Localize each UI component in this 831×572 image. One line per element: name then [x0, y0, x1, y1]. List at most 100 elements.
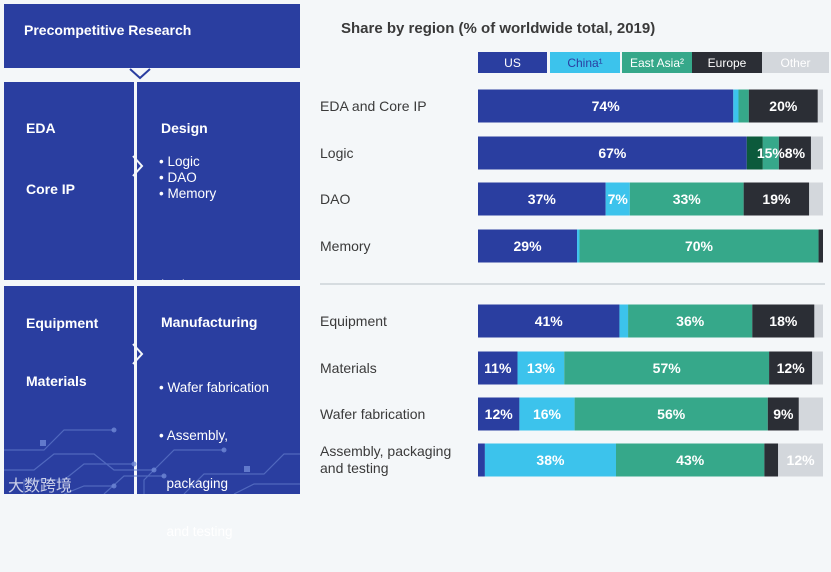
data-label: 57% — [653, 360, 682, 376]
bar-segment-china — [484, 443, 616, 477]
bar-segment-eastasia — [616, 443, 765, 477]
category-label: Logic — [320, 145, 353, 161]
mfg-item-packaging: packaging — [159, 476, 229, 491]
bar-segment-china — [619, 304, 629, 338]
bar-segment-europe — [752, 304, 815, 338]
bar-segment-china — [517, 351, 565, 385]
legend-label-0: US — [504, 56, 521, 70]
legend-label-3: Europe — [708, 56, 747, 70]
bar-segment-europe — [778, 136, 811, 170]
bar-segment-europe — [748, 89, 818, 123]
eda-core-ip-block: EDA Core IP — [4, 82, 134, 280]
data-label: 38% — [536, 452, 565, 468]
mfg-item-testing: and testing — [159, 524, 233, 539]
data-label: 8% — [785, 145, 806, 161]
category-label: Memory — [320, 238, 371, 254]
bar-segment-china — [605, 182, 630, 216]
data-label: 20% — [769, 98, 798, 114]
bar-segment-eastasia — [628, 304, 753, 338]
data-label: 19% — [762, 191, 791, 207]
chevron-right-icon — [132, 343, 144, 365]
legend-swatch-2 — [622, 52, 692, 73]
legend-swatch-3 — [692, 52, 762, 73]
design-label: Design — [161, 120, 208, 136]
precompetitive-research-block: Precompetitive Research — [4, 4, 300, 68]
data-label: 74% — [592, 98, 621, 114]
chart-title: Share by region (% of worldwide total, 2… — [341, 20, 655, 37]
eda-label: EDA — [26, 120, 56, 136]
category-label: Equipment — [320, 313, 387, 329]
data-label: 56% — [657, 406, 686, 422]
equipment-materials-block: Equipment Materials — [4, 286, 134, 494]
category-label: EDA and Core IP — [320, 98, 427, 114]
mfg-item-wafer: • Wafer fabrication — [159, 380, 270, 395]
design-item-dao: • DAO — [159, 170, 197, 185]
core-ip-label: Core IP — [26, 181, 76, 197]
design-item-memory: • Memory — [159, 186, 217, 201]
bar-segment-china — [519, 397, 575, 431]
equipment-label: Equipment — [26, 315, 99, 331]
chevron-right-icon — [132, 155, 144, 177]
category-label: DAO — [320, 191, 350, 207]
bar-segment-other — [778, 443, 823, 477]
legend-swatch-4 — [762, 52, 829, 73]
bar-segment-china — [733, 89, 739, 123]
bar-segment-us — [478, 443, 485, 477]
legend-label-1: China¹ — [567, 56, 602, 70]
circuit-board-graphic — [4, 427, 300, 494]
stacked-bar-chart: Share by region (% of worldwide total, 2… — [320, 20, 829, 477]
watermark-text: 大数跨境 — [8, 478, 73, 495]
chevron-down-icon — [129, 68, 151, 80]
mfg-item-assembly: • Assembly, — [159, 428, 228, 443]
bar-segment-europe — [769, 351, 813, 385]
data-label: 12% — [777, 360, 806, 376]
data-label: 11% — [484, 360, 512, 376]
category-label: and testing — [320, 460, 389, 476]
legend-swatch-1 — [550, 52, 620, 73]
bar-segment-other — [817, 89, 823, 123]
design-block: Design • Logic • DAO • Memory — [137, 82, 300, 280]
bar-segment-us — [478, 229, 578, 263]
bar-segment-eastasia — [574, 397, 768, 431]
data-label: 33% — [673, 191, 702, 207]
data-label: 37% — [528, 191, 557, 207]
legend-swatch-0 — [478, 52, 547, 73]
legend-label-2: East Asia² — [630, 56, 684, 70]
manufacturing-label: Manufacturing — [161, 314, 258, 330]
bar-segment-eastasia — [738, 89, 749, 123]
data-label: 67% — [598, 145, 627, 161]
data-label: 7% — [608, 191, 629, 207]
bar-segment-eastasia — [579, 229, 819, 263]
data-label: 70% — [685, 238, 714, 254]
data-label: 18% — [769, 313, 798, 329]
precompetitive-research-label: Precompetitive Research — [24, 22, 192, 38]
data-label: 36% — [676, 313, 705, 329]
bar-segment-europe — [767, 397, 799, 431]
bar-segment-us — [478, 304, 620, 338]
bar-segment-china — [577, 229, 580, 263]
bar-segment-other — [809, 182, 823, 216]
legend-label-4: Other — [780, 56, 810, 70]
data-label: 16% — [533, 406, 562, 422]
data-label: 12% — [787, 452, 816, 468]
bar-segment-dark-green — [746, 136, 763, 170]
bar-segment-other — [798, 397, 823, 431]
data-label: 9% — [773, 406, 794, 422]
bar-segment-other — [814, 304, 823, 338]
category-label: Assembly, packaging — [320, 443, 451, 459]
bar-segment-eastasia — [629, 182, 744, 216]
bar-segment-europe — [743, 182, 810, 216]
bar-segment-eastasia — [762, 136, 779, 170]
left-panel: Precompetitive Research EDA Core IP Desi… — [0, 0, 302, 539]
category-label: Wafer fabrication — [320, 406, 425, 422]
data-label: 13% — [527, 360, 556, 376]
bar-segment-eastasia — [564, 351, 770, 385]
category-label: Materials — [320, 360, 377, 376]
design-items: • Logic • DAO • Memory — [159, 154, 216, 202]
data-label: 43% — [676, 452, 705, 468]
bar-segment-europe — [764, 443, 779, 477]
bar-segment-us — [478, 136, 747, 170]
bar-segment-us — [478, 182, 606, 216]
bar-segment-other — [810, 136, 823, 170]
bar-segment-us — [478, 351, 518, 385]
